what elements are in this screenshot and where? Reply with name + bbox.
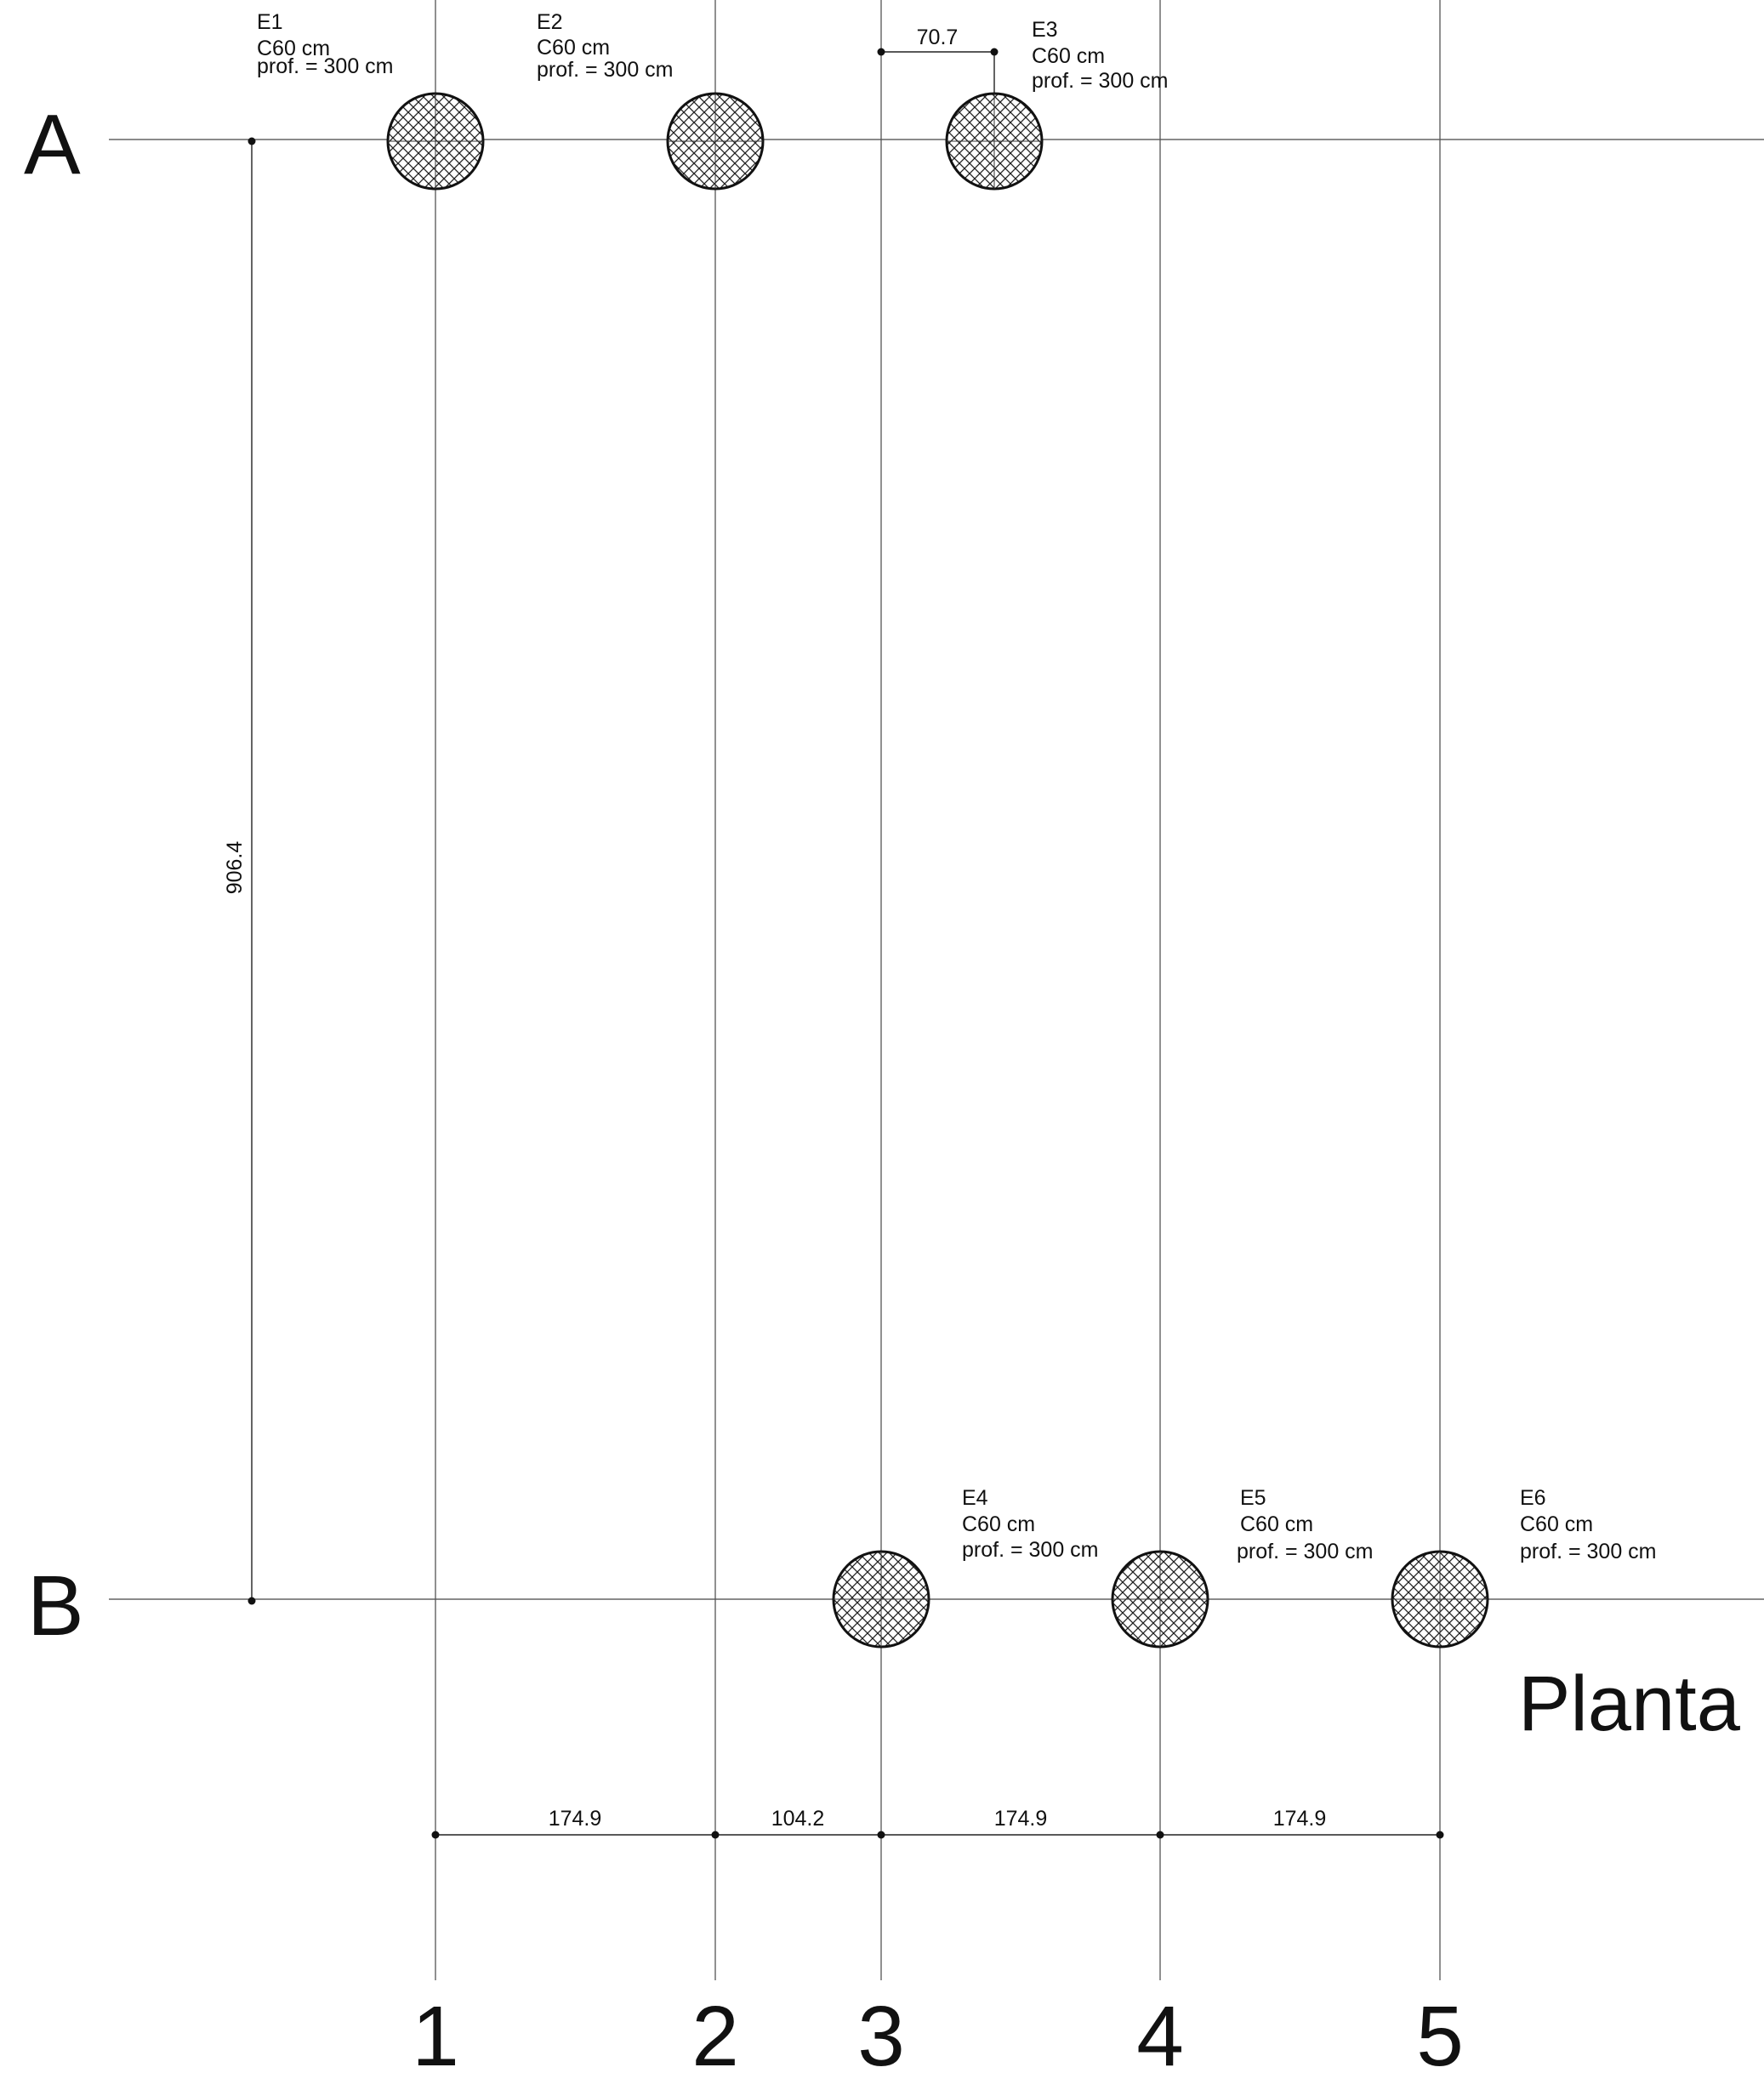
vertical-dimension-tick-top	[248, 137, 256, 145]
column-axis-lines	[435, 0, 1441, 1980]
pile-label-e6: E6 C60 cm prof. = 300 cm	[1520, 1486, 1657, 1563]
pile-label-e1-depth: prof. = 300 cm	[257, 54, 394, 78]
pile-label-e3-depth: prof. = 300 cm	[1032, 69, 1169, 93]
pile-e4	[832, 1550, 930, 1649]
dimension-value-1-2: 174.9	[549, 1807, 602, 1831]
vertical-dimension-value: 906.4	[223, 841, 247, 895]
row-label-b: B	[27, 1558, 84, 1654]
pile-label-e6-id: E6	[1520, 1486, 1546, 1510]
pile-label-e4: E4 C60 cm prof. = 300 cm	[962, 1486, 1099, 1562]
column-label-4: 4	[1136, 1989, 1184, 2073]
pile-label-e1-section: C60 cm	[257, 37, 330, 60]
pile-label-e3: E3 C60 cm prof. = 300 cm	[1032, 18, 1169, 93]
pile-label-e5-depth: prof. = 300 cm	[1237, 1540, 1374, 1563]
pile-e6	[1391, 1550, 1489, 1649]
column-label-3: 3	[857, 1989, 905, 2073]
dimension-value-2-3: 104.2	[771, 1807, 825, 1831]
pile-label-e2: E2 C60 cm prof. = 300 cm	[537, 10, 674, 82]
pile-label-e4-id: E4	[962, 1486, 988, 1510]
vertical-dimension: 906.4	[223, 137, 256, 1605]
pile-label-e1-id: E1	[257, 10, 283, 34]
e3-offset-value: 70.7	[917, 26, 959, 49]
dimension-value-3-4: 174.9	[994, 1807, 1048, 1831]
row-axis-lines	[109, 139, 1764, 1600]
pile-label-e1: E1 C60 cm prof. = 300 cm	[257, 10, 394, 78]
pile-label-e6-depth: prof. = 300 cm	[1520, 1540, 1657, 1563]
column-label-2: 2	[691, 1989, 739, 2073]
pile-label-e5-id: E5	[1240, 1486, 1266, 1510]
dimension-tick-3	[877, 1831, 885, 1839]
e3-offset-tick-right	[990, 48, 999, 56]
dimension-tick-4	[1156, 1831, 1164, 1839]
pile-e2	[666, 92, 765, 191]
pile-e3	[945, 92, 1044, 191]
pile-label-e2-depth: prof. = 300 cm	[537, 58, 674, 82]
e3-offset-dimension: 70.7	[877, 26, 999, 94]
pile-label-e2-section: C60 cm	[537, 36, 610, 60]
column-label-5: 5	[1416, 1989, 1464, 2073]
pile-label-e4-section: C60 cm	[962, 1512, 1035, 1536]
column-label-1: 1	[412, 1989, 459, 2073]
pile-e5	[1111, 1550, 1209, 1649]
pile-label-e6-section: C60 cm	[1520, 1512, 1593, 1536]
horizontal-dimension-chain: 174.9 104.2 174.9 174.9	[431, 1807, 1444, 1839]
drawing-title: Planta	[1518, 1660, 1741, 1747]
dimension-tick-2	[711, 1831, 720, 1839]
pile-label-e3-section: C60 cm	[1032, 44, 1105, 68]
pile-label-e3-id: E3	[1032, 18, 1058, 42]
row-label-a: A	[24, 97, 81, 192]
vertical-dimension-tick-bottom	[248, 1597, 256, 1605]
e3-offset-tick-left	[877, 48, 885, 56]
pile-label-e2-id: E2	[537, 10, 563, 34]
pile-label-e4-depth: prof. = 300 cm	[962, 1538, 1099, 1562]
pile-e1	[386, 92, 485, 191]
pile-label-e5-section: C60 cm	[1240, 1512, 1313, 1536]
dimension-value-4-5: 174.9	[1273, 1807, 1327, 1831]
dimension-tick-5	[1436, 1831, 1444, 1839]
dimension-tick-1	[431, 1831, 440, 1839]
pile-label-e5: E5 C60 cm prof. = 300 cm	[1237, 1486, 1374, 1563]
